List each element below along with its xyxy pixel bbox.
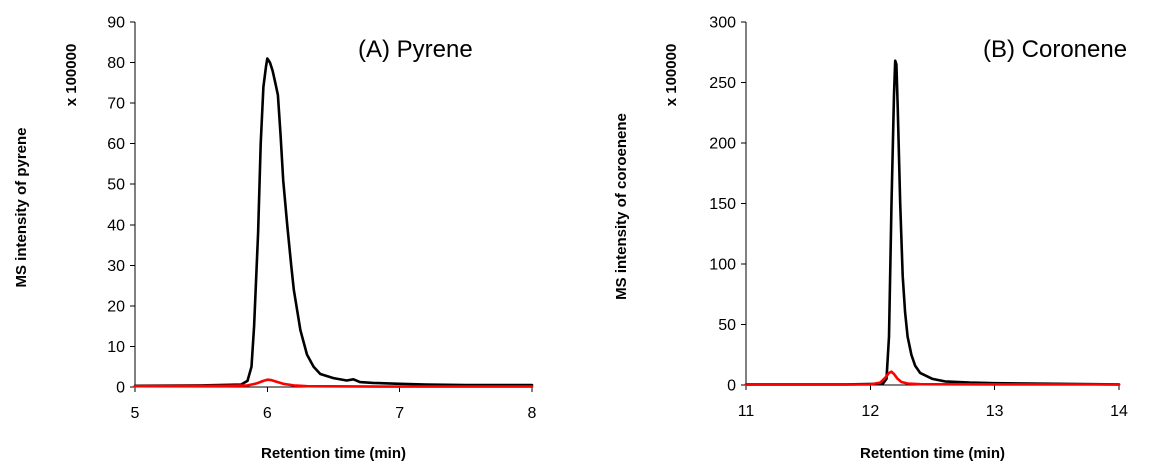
- panel-b-x-tick-label: 11: [738, 403, 755, 420]
- panel-a-y-tick-label: 20: [107, 298, 125, 315]
- panel-a-x-tick-label: 6: [263, 405, 272, 422]
- panel-a-y-tick-label: 80: [107, 55, 125, 72]
- panel-a-x-tick-label: 7: [395, 405, 404, 422]
- panel-b-x-tick-label: 13: [986, 403, 1004, 420]
- panel-a-x-tick-label: 8: [528, 405, 537, 422]
- panel-a: 0 10 20 30 40 50 60 70 80 90 5 6 7 8 (A) Pyrene Retenti…: [13, 15, 537, 463]
- panel-a-y-tick-label: 70: [107, 96, 125, 113]
- panel-a-y-multiplier-label: x 100000: [63, 44, 80, 107]
- panel-a-series-black-line: [133, 57, 534, 388]
- panel-a-y-axis-label: MS intensity of pyrene: [13, 127, 30, 287]
- panel-b-y-axis-label: MS intensity of coroenene: [613, 113, 630, 300]
- panel-a-y-tick-label: 90: [107, 15, 125, 32]
- panel-b: 0 50 100 150 200 250 300 11 12 13 14 (B) Coronene Re…: [613, 15, 1128, 463]
- panel-b-title: (B) Coronene: [983, 36, 1127, 63]
- panel-b-y-tick-label: 100: [709, 257, 736, 274]
- panel-a-series-red-line: [133, 378, 534, 388]
- panel-b-x-tick-label: 12: [861, 403, 879, 420]
- panel-b-series-red-line: [744, 370, 1121, 386]
- panel-a-y-tick-label: 0: [116, 380, 125, 397]
- panel-b-y-tick-label: 150: [709, 196, 736, 213]
- panel-b-x-axis-label: Retention time (min): [860, 445, 1005, 462]
- panel-b-series-black-line: [744, 59, 1121, 386]
- panel-b-y-tick-label: 300: [709, 15, 736, 32]
- panel-a-y-tick-label: 60: [107, 136, 125, 153]
- panel-a-x-axis-label: Retention time (min): [261, 445, 406, 462]
- panel-a-title: (A) Pyrene: [358, 36, 473, 63]
- panel-b-y-tick-label: 50: [718, 317, 736, 334]
- panel-b-y-tick-label: 200: [709, 136, 736, 153]
- panel-a-y-tick-label: 50: [107, 177, 125, 194]
- panel-a-y-tick-label: 10: [107, 339, 125, 356]
- panel-a-x-tick-label: 5: [131, 405, 140, 422]
- panel-b-y-tick-label: 0: [727, 378, 736, 395]
- panel-b-y-multiplier-label: x 100000: [663, 44, 680, 107]
- panel-b-x-tick-label: 14: [1110, 403, 1128, 420]
- panel-a-y-tick-label: 30: [107, 258, 125, 275]
- panel-a-y-tick-label: 40: [107, 217, 125, 234]
- panel-b-y-tick-label: 250: [709, 75, 736, 92]
